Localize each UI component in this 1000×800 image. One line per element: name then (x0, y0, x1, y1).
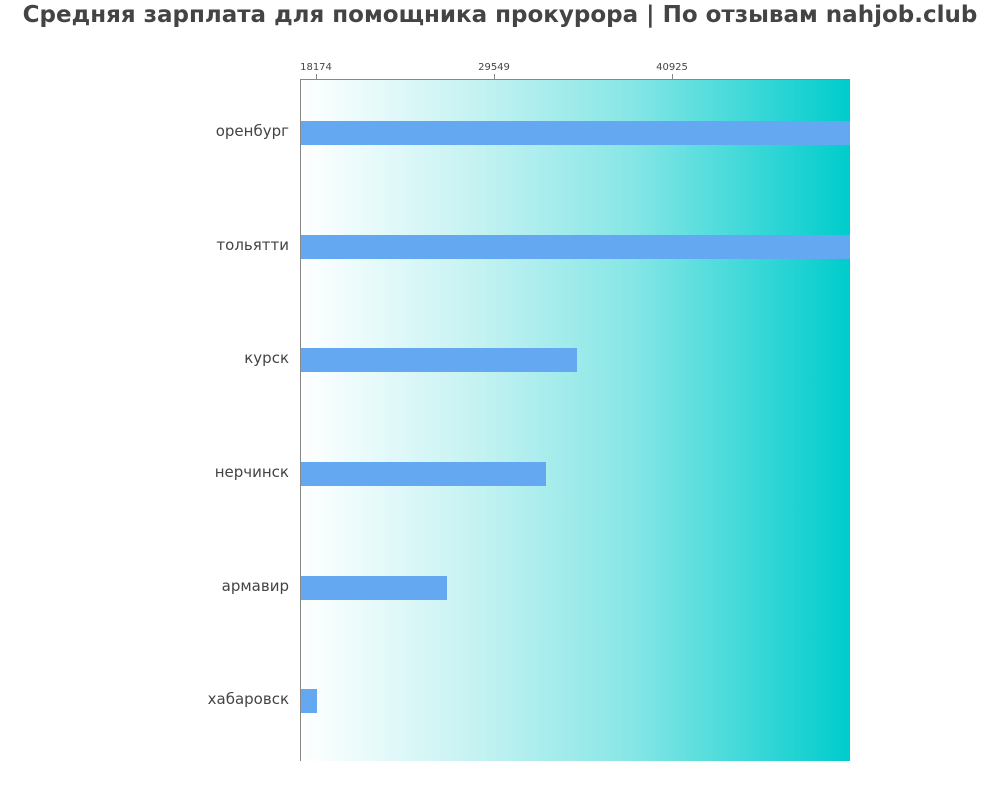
category-label: курск (244, 349, 289, 368)
bar (301, 689, 318, 714)
category-label: оренбург (215, 121, 289, 140)
x-tick-label: 40925 (656, 62, 688, 73)
x-axis-line (300, 79, 850, 80)
category-label: хабаровск (207, 690, 289, 709)
y-axis-line (300, 79, 301, 761)
category-label: тольятти (216, 235, 289, 254)
plot-area (300, 79, 850, 761)
bar (301, 348, 578, 373)
bar (301, 120, 850, 145)
x-tick (672, 74, 673, 79)
x-tick (316, 74, 317, 79)
x-tick-label: 18174 (300, 62, 332, 73)
category-label: нерчинск (214, 462, 289, 481)
x-tick (494, 74, 495, 79)
bar (301, 234, 850, 259)
x-tick-label: 29549 (478, 62, 510, 73)
bar (301, 575, 448, 600)
bar (301, 461, 547, 486)
chart-title: Средняя зарплата для помощника прокурора… (22, 2, 978, 28)
category-label: армавир (221, 576, 289, 595)
